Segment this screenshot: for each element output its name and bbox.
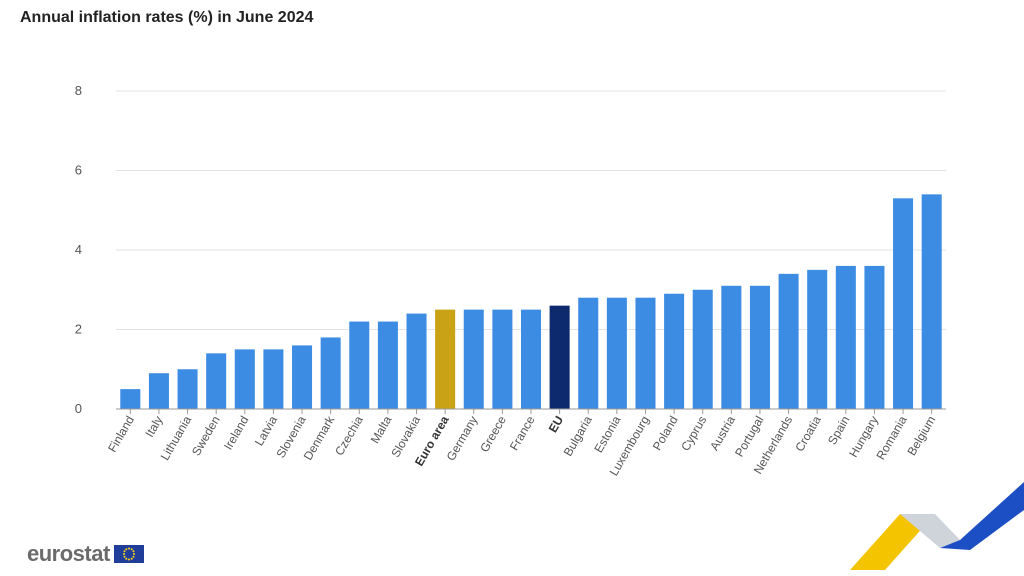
bar-finland[interactable] (120, 389, 141, 409)
bar-lithuania[interactable] (177, 369, 198, 409)
bar-ireland[interactable] (234, 349, 255, 409)
decorative-swoosh (850, 482, 1024, 570)
x-tick-label: Ireland (221, 414, 251, 453)
bar-bulgaria[interactable] (578, 297, 599, 409)
bar-france[interactable] (520, 309, 542, 409)
x-tick-label: Bulgaria (561, 413, 595, 458)
x-tick-label: France (507, 413, 538, 453)
eurostat-logo: eurostat (27, 541, 144, 567)
bar-luxembourg[interactable] (635, 297, 656, 409)
bar-euro-area[interactable] (435, 309, 456, 409)
bar-slovenia[interactable] (292, 345, 313, 409)
x-tick-label: Poland (650, 414, 681, 453)
x-tick-label: Sweden (189, 414, 223, 459)
bar-denmark[interactable] (320, 337, 341, 409)
bar-estonia[interactable] (606, 297, 627, 409)
x-tick-label: Greece (477, 413, 509, 454)
chart-title: Annual inflation rates (%) in June 2024 (20, 9, 314, 26)
x-tick-label: Croatia (792, 413, 824, 454)
y-tick-label: 8 (75, 83, 82, 98)
x-tick-label: Finland (105, 414, 137, 455)
bar-cyprus[interactable] (692, 289, 713, 409)
bar-portugal[interactable] (749, 285, 770, 409)
eu-flag-icon (113, 545, 144, 563)
bar-malta[interactable] (377, 321, 398, 409)
y-axis-ticks: 0 2 4 6 8 (75, 83, 82, 416)
bar-belgium[interactable] (921, 194, 942, 409)
y-tick-label: 0 (75, 401, 82, 416)
bar-slovakia[interactable] (406, 313, 427, 409)
bar-chart: 0 2 4 6 8 Finland ItalyLithuaniaSwedenIreland… (75, 83, 946, 478)
bar-czechia[interactable] (349, 321, 370, 409)
x-tick-label: EU (546, 414, 566, 435)
x-tick-label: Spain (825, 414, 852, 448)
bar-italy[interactable] (148, 373, 169, 409)
bar-greece[interactable] (492, 309, 513, 409)
bars (120, 194, 942, 409)
y-tick-label: 2 (75, 322, 82, 337)
bar-hungary[interactable] (864, 265, 885, 409)
x-tick-label: Latvia (252, 413, 280, 448)
bar-austria[interactable] (721, 285, 742, 409)
bar-spain[interactable] (835, 265, 856, 409)
y-tick-label: 4 (75, 242, 82, 257)
bar-sweden[interactable] (206, 353, 227, 409)
bar-germany[interactable] (463, 309, 484, 409)
x-tick-label: Italy (142, 414, 165, 440)
x-tick-label: Czechia (332, 413, 366, 458)
bar-poland[interactable] (664, 293, 685, 409)
bar-romania[interactable] (893, 198, 914, 409)
bar-latvia[interactable] (263, 349, 284, 409)
x-tick-label: Malta (368, 413, 395, 446)
bar-croatia[interactable] (807, 269, 828, 409)
bar-eu[interactable] (549, 305, 570, 409)
x-tick-label: Austria (707, 413, 738, 453)
logo-text: eurostat (27, 541, 110, 566)
x-tick-label: Cyprus (678, 414, 709, 454)
bar-netherlands[interactable] (778, 273, 799, 409)
x-tick-label: Belgium (904, 414, 938, 459)
y-tick-label: 6 (75, 163, 82, 178)
